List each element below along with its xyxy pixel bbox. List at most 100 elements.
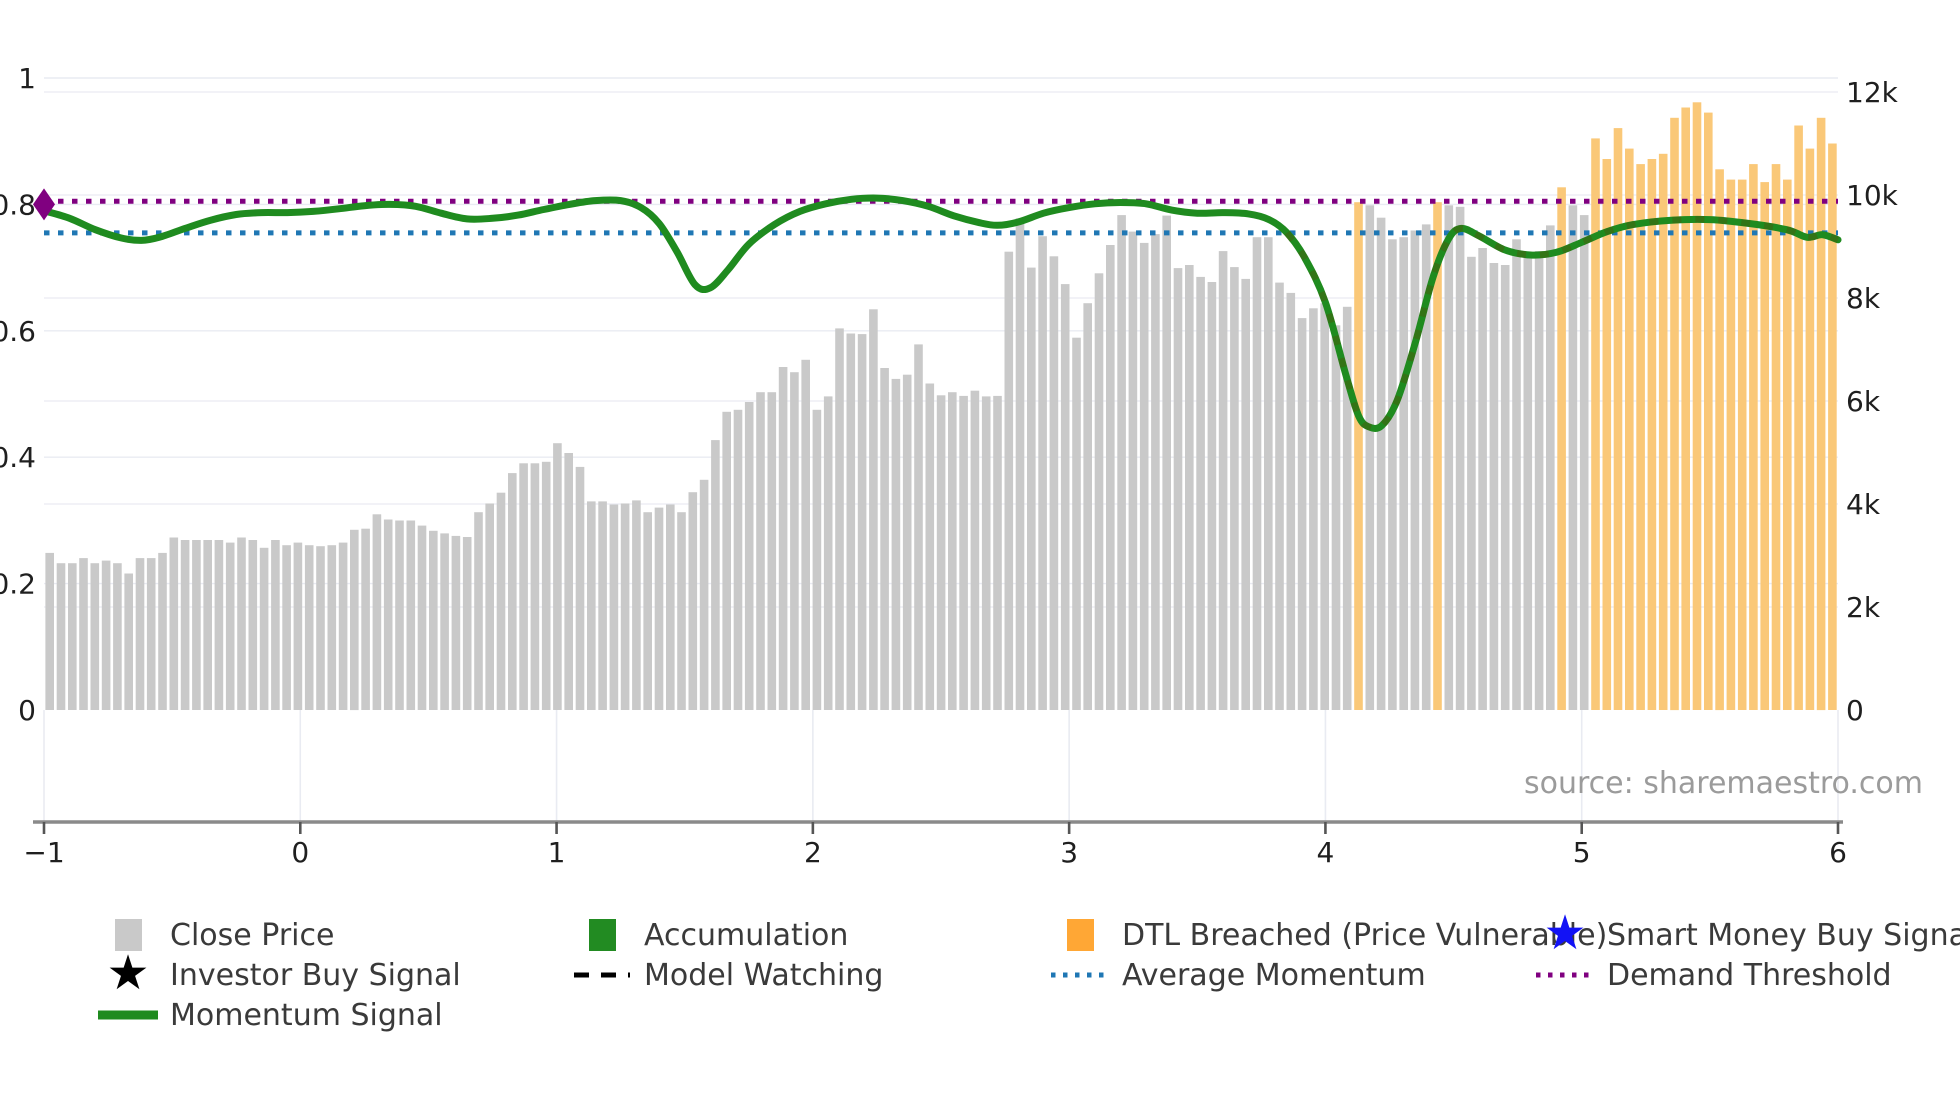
- dtl-breached-bar: [1749, 164, 1758, 711]
- right-axis-label: 12k: [1846, 76, 1899, 109]
- close-price-bars: [45, 102, 1837, 711]
- close-price-bar: [237, 537, 246, 710]
- close-price-bar: [936, 395, 946, 710]
- close-price-bar: [1297, 318, 1307, 710]
- close-price-bar: [1478, 248, 1487, 710]
- left-axis-label: 0.8: [0, 188, 36, 221]
- close-price-bar: [846, 333, 856, 710]
- close-price-bar: [1376, 217, 1386, 710]
- left-axis-label: 0.6: [0, 315, 36, 348]
- x-axis-label: 5: [1573, 836, 1591, 869]
- close-price-bar: [857, 334, 867, 710]
- close-price-bar: [609, 504, 619, 710]
- close-price-bar: [575, 466, 585, 710]
- close-price-bar: [1162, 215, 1171, 710]
- dtl-breached-bar: [1636, 164, 1645, 711]
- close-price-bar: [1489, 263, 1499, 710]
- legend-label: Average Momentum: [1122, 957, 1426, 993]
- close-price-bar: [1342, 306, 1352, 710]
- dtl-breached-bar: [1760, 182, 1769, 711]
- close-price-bar: [1049, 256, 1059, 710]
- close-price-bar: [214, 540, 224, 710]
- close-price-bar: [835, 328, 844, 710]
- close-price-bar: [1038, 236, 1047, 710]
- dtl-breached-bar: [1715, 169, 1724, 711]
- dtl-breached-bar: [1704, 112, 1713, 711]
- x-axis-label: 0: [291, 836, 309, 869]
- close-price-bar: [1072, 337, 1081, 710]
- close-price-bar: [1444, 205, 1454, 711]
- close-price-bar: [1004, 251, 1014, 710]
- close-price-bar: [169, 537, 179, 710]
- dtl-breached-bar: [1613, 128, 1623, 711]
- right-axis-label: 8k: [1846, 282, 1881, 315]
- legend-dotted-line-icon: [1051, 972, 1109, 978]
- close-price-bar: [462, 537, 472, 710]
- close-price-bar: [1207, 282, 1217, 710]
- close-price-bar: [880, 368, 889, 710]
- legend-square-icon: [588, 919, 616, 951]
- close-price-bar: [914, 344, 923, 710]
- close-price-bar: [327, 545, 337, 710]
- close-price-bar: [372, 514, 382, 710]
- dtl-breached-bar: [1433, 202, 1442, 710]
- legend-line-icon: [98, 1010, 158, 1020]
- close-price-bar: [1106, 245, 1115, 710]
- dtl-breached-bar: [1647, 159, 1657, 710]
- close-price-bar: [564, 453, 573, 710]
- close-price-bar: [744, 402, 754, 710]
- close-price-bar: [1230, 267, 1239, 710]
- legend-label: Investor Buy Signal: [170, 957, 461, 993]
- close-price-bar: [1252, 237, 1262, 710]
- close-price-bar: [282, 545, 291, 710]
- legend-label: Momentum Signal: [170, 997, 443, 1033]
- dtl-breached-bar: [1816, 117, 1826, 711]
- close-price-bar: [891, 378, 901, 710]
- legend-square-icon: [1066, 919, 1094, 951]
- close-price-bar: [666, 504, 675, 710]
- close-price-bar: [90, 563, 100, 710]
- close-price-bar: [1060, 284, 1070, 710]
- legend-item-dtl-breached-price-vulnerable: DTL Breached (Price Vulnerable): [1050, 913, 1607, 957]
- close-price-bar: [350, 529, 359, 711]
- close-price-bar: [654, 507, 664, 710]
- x-axis-label: 3: [1060, 836, 1078, 869]
- close-price-bar: [1500, 265, 1510, 710]
- close-price-bar: [417, 525, 427, 710]
- close-price-bar: [1534, 251, 1544, 710]
- close-price-bar: [293, 542, 303, 710]
- right-axis-label: 4k: [1846, 488, 1881, 521]
- left-axis-label: 0.2: [0, 568, 36, 601]
- close-price-bar: [902, 374, 912, 710]
- close-price-bar: [203, 540, 212, 710]
- left-axis-label: 0.4: [0, 441, 36, 474]
- close-price-bar: [361, 528, 370, 710]
- legend-dashed-line-icon: [574, 972, 630, 978]
- dtl-breached-bar: [1354, 202, 1363, 710]
- close-price-bar: [304, 545, 314, 710]
- legend-star-icon: ★: [106, 945, 150, 1001]
- close-price-bar: [1512, 239, 1521, 711]
- close-price-bar: [395, 520, 404, 710]
- close-price-bar: [271, 540, 280, 710]
- dtl-breached-bar: [1726, 179, 1736, 711]
- start-diamond-marker: [33, 188, 55, 221]
- dtl-breached-bar: [1828, 143, 1837, 710]
- close-price-bar: [383, 519, 393, 710]
- legend-label: Smart Money Buy Signal: [1607, 917, 1960, 953]
- close-price-bar: [1523, 253, 1533, 710]
- x-axis-label: 1: [548, 836, 566, 869]
- legend-item-average-momentum: Average Momentum: [1050, 953, 1426, 997]
- dtl-breached-bar: [1805, 148, 1815, 711]
- close-price-bar: [1365, 205, 1375, 711]
- close-price-bar: [632, 500, 641, 710]
- close-price-bar: [113, 563, 122, 710]
- close-price-bar: [1083, 303, 1092, 710]
- close-price-bar: [1015, 218, 1025, 710]
- close-price-bar: [146, 558, 156, 710]
- close-price-bar: [259, 547, 269, 710]
- chart-canvas: 0 0.2 0.4 0.6 0.8 1 0 2k 4k 6k 8k 10k 12k −1 0 1 2 3 4 5 6: [0, 62, 1899, 869]
- dtl-breached-bar: [1591, 138, 1600, 710]
- close-price-bar: [1579, 215, 1589, 710]
- close-price-bar: [135, 558, 145, 710]
